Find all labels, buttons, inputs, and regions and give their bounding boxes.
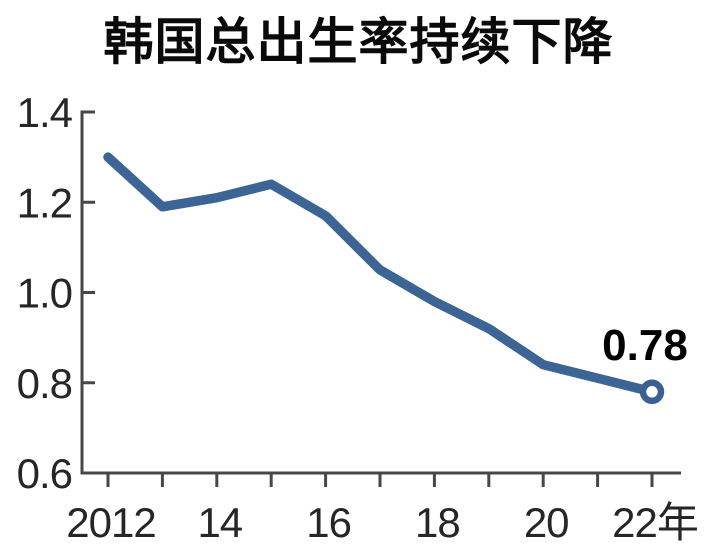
y-tick-label: 1.2 (17, 179, 72, 226)
x-tick-label: 20 (524, 499, 569, 546)
y-tick-label: 1.0 (17, 270, 72, 317)
x-tick-label: 16 (306, 499, 351, 546)
end-point-marker (639, 379, 665, 405)
x-tick-label: 22年 (612, 499, 698, 546)
x-tick-label: 18 (415, 499, 460, 546)
chart-title: 韩国总出生率持续下降 (103, 14, 614, 70)
y-tick-label: 0.6 (17, 450, 72, 497)
fertility-line (103, 152, 657, 397)
y-tick-label: 1.4 (17, 89, 73, 136)
x-tick-label: 14 (197, 499, 242, 546)
end-value-label: 0.78 (602, 321, 688, 370)
x-tick-label: 2012 (66, 499, 155, 546)
y-tick-label: 0.8 (17, 360, 72, 407)
